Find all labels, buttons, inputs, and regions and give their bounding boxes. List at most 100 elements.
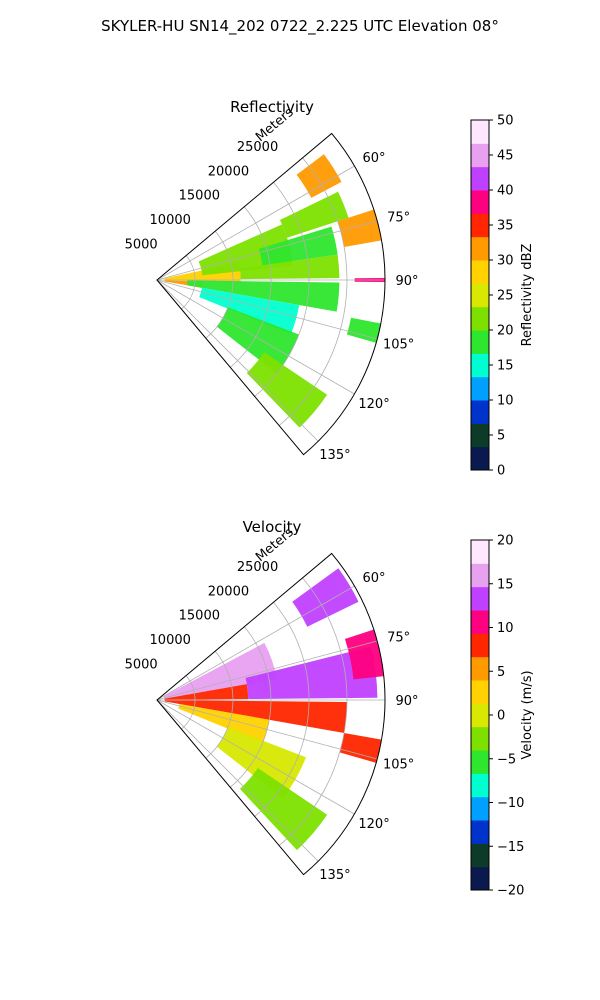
reflectivity-colorbar-bands bbox=[471, 120, 489, 471]
velocity-sector-outline bbox=[156, 552, 386, 876]
colorbar-band bbox=[471, 213, 489, 238]
velocity-grid bbox=[156, 577, 385, 862]
colorbar-band bbox=[471, 166, 489, 191]
colorbar-band bbox=[471, 726, 489, 751]
echo-region bbox=[216, 727, 306, 799]
reflectivity-panel: Reflectivity 5000 10000 15000 20000 25000 60… bbox=[125, 98, 535, 479]
colorbar-tick-label: −10 bbox=[497, 796, 524, 811]
echo-region bbox=[337, 209, 382, 248]
range-ring bbox=[205, 230, 234, 339]
radial-tick-label: 5000 bbox=[125, 238, 158, 253]
reflectivity-title: Reflectivity bbox=[230, 98, 314, 116]
azimuth-tick-label: 60° bbox=[363, 571, 386, 586]
colorbar-tick-label: 5 bbox=[497, 429, 505, 444]
azimuth-tick-label: 60° bbox=[363, 151, 386, 166]
colorbar-tick-label: −15 bbox=[497, 840, 524, 855]
azimuth-gridline bbox=[156, 279, 378, 340]
reflectivity-echo-layer bbox=[164, 154, 386, 428]
velocity-colorbar: −20 −15 −10 −5 0 5 10 15 20 Velocity (m/s) bbox=[470, 534, 535, 899]
colorbar-band bbox=[471, 563, 489, 588]
colorbar-band bbox=[471, 306, 489, 331]
colorbar-band bbox=[471, 633, 489, 658]
reflectivity-angle-ticks: 60° 75° 90° 105° 120° 135° bbox=[319, 151, 418, 463]
echo-region bbox=[246, 352, 328, 428]
colorbar-band bbox=[471, 540, 489, 564]
colorbar-band bbox=[471, 400, 489, 424]
azimuth-tick-label: 135° bbox=[319, 868, 350, 883]
azimuth-gridline bbox=[156, 699, 355, 815]
range-ring bbox=[278, 157, 348, 426]
radial-tick-label: 20000 bbox=[208, 584, 249, 599]
echo-region bbox=[339, 732, 382, 763]
velocity-plot: 5000 10000 15000 20000 25000 60° 75° 90° 105° 12… bbox=[125, 525, 419, 883]
colorbar-band bbox=[471, 773, 489, 798]
echo-region bbox=[239, 254, 340, 280]
radial-tick-label: 15000 bbox=[179, 609, 220, 624]
colorbar-band bbox=[471, 843, 489, 868]
azimuth-gridline bbox=[156, 279, 319, 442]
azimuth-tick-label: 120° bbox=[358, 397, 389, 412]
colorbar-tick-label: 30 bbox=[497, 254, 514, 269]
colorbar-band bbox=[471, 586, 489, 611]
azimuth-gridline bbox=[156, 165, 355, 281]
colorbar-tick-label: 10 bbox=[497, 621, 514, 636]
colorbar-tick-label: 25 bbox=[497, 289, 514, 304]
azimuth-tick-label: 90° bbox=[395, 694, 418, 709]
range-ring bbox=[230, 206, 272, 368]
echo-region bbox=[216, 307, 299, 374]
range-ring bbox=[205, 650, 234, 759]
range-ring bbox=[254, 602, 310, 817]
azimuth-tick-label: 120° bbox=[358, 817, 389, 832]
azimuth-gridline bbox=[156, 585, 355, 701]
colorbar-tick-label: 5 bbox=[497, 665, 505, 680]
colorbar-band bbox=[471, 236, 489, 261]
colorbar-band bbox=[471, 353, 489, 378]
reflectivity-radial-ticks: 5000 10000 15000 20000 25000 bbox=[125, 140, 279, 253]
radial-tick-label: 25000 bbox=[237, 560, 278, 575]
velocity-colorbar-bands bbox=[471, 540, 489, 891]
range-ring bbox=[230, 626, 272, 788]
radial-tick-label: 10000 bbox=[150, 213, 191, 228]
colorbar-band bbox=[471, 190, 489, 214]
colorbar-band bbox=[471, 820, 489, 844]
colorbar-band bbox=[471, 423, 489, 448]
echo-region bbox=[258, 226, 338, 266]
velocity-colorbar-label: Velocity (m/s) bbox=[520, 670, 535, 759]
colorbar-band bbox=[471, 283, 489, 308]
echo-region bbox=[164, 684, 249, 700]
colorbar-band bbox=[471, 656, 489, 681]
azimuth-gridline bbox=[156, 699, 378, 760]
colorbar-tick-label: 20 bbox=[497, 324, 514, 339]
radial-tick-label: 15000 bbox=[179, 189, 220, 204]
colorbar-band bbox=[471, 120, 489, 144]
radial-tick-label: 20000 bbox=[208, 164, 249, 179]
radial-tick-label: 10000 bbox=[150, 633, 191, 648]
colorbar-band bbox=[471, 376, 489, 401]
echo-region bbox=[164, 700, 347, 733]
azimuth-gridline bbox=[156, 699, 319, 862]
colorbar-band bbox=[471, 750, 489, 774]
colorbar-band bbox=[471, 260, 489, 284]
colorbar-tick-label: −5 bbox=[497, 752, 516, 767]
colorbar-band bbox=[471, 330, 489, 354]
velocity-radial-ticks: 5000 10000 15000 20000 25000 bbox=[125, 560, 279, 673]
range-ring bbox=[254, 182, 310, 397]
colorbar-band bbox=[471, 143, 489, 168]
echo-region bbox=[279, 191, 349, 238]
reflectivity-sector-outline bbox=[156, 132, 386, 456]
velocity-panel: Velocity 5000 10000 15000 20000 25000 60° 75°… bbox=[125, 518, 535, 899]
colorbar-tick-label: 0 bbox=[497, 709, 505, 724]
colorbar-band bbox=[471, 703, 489, 728]
figure-suptitle: SKYLER-HU SN14_202 0722_2.225 UTC Elevat… bbox=[101, 17, 499, 36]
colorbar-band bbox=[471, 446, 489, 471]
azimuth-tick-label: 75° bbox=[387, 210, 410, 225]
azimuth-gridline bbox=[156, 279, 355, 395]
colorbar-tick-label: 50 bbox=[497, 114, 514, 129]
echo-region bbox=[199, 287, 300, 335]
azimuth-tick-label: 90° bbox=[395, 274, 418, 289]
colorbar-tick-label: 35 bbox=[497, 219, 514, 234]
colorbar-band bbox=[471, 610, 489, 634]
echo-region bbox=[186, 280, 340, 312]
colorbar-band bbox=[471, 866, 489, 891]
azimuth-tick-label: 135° bbox=[319, 448, 350, 463]
